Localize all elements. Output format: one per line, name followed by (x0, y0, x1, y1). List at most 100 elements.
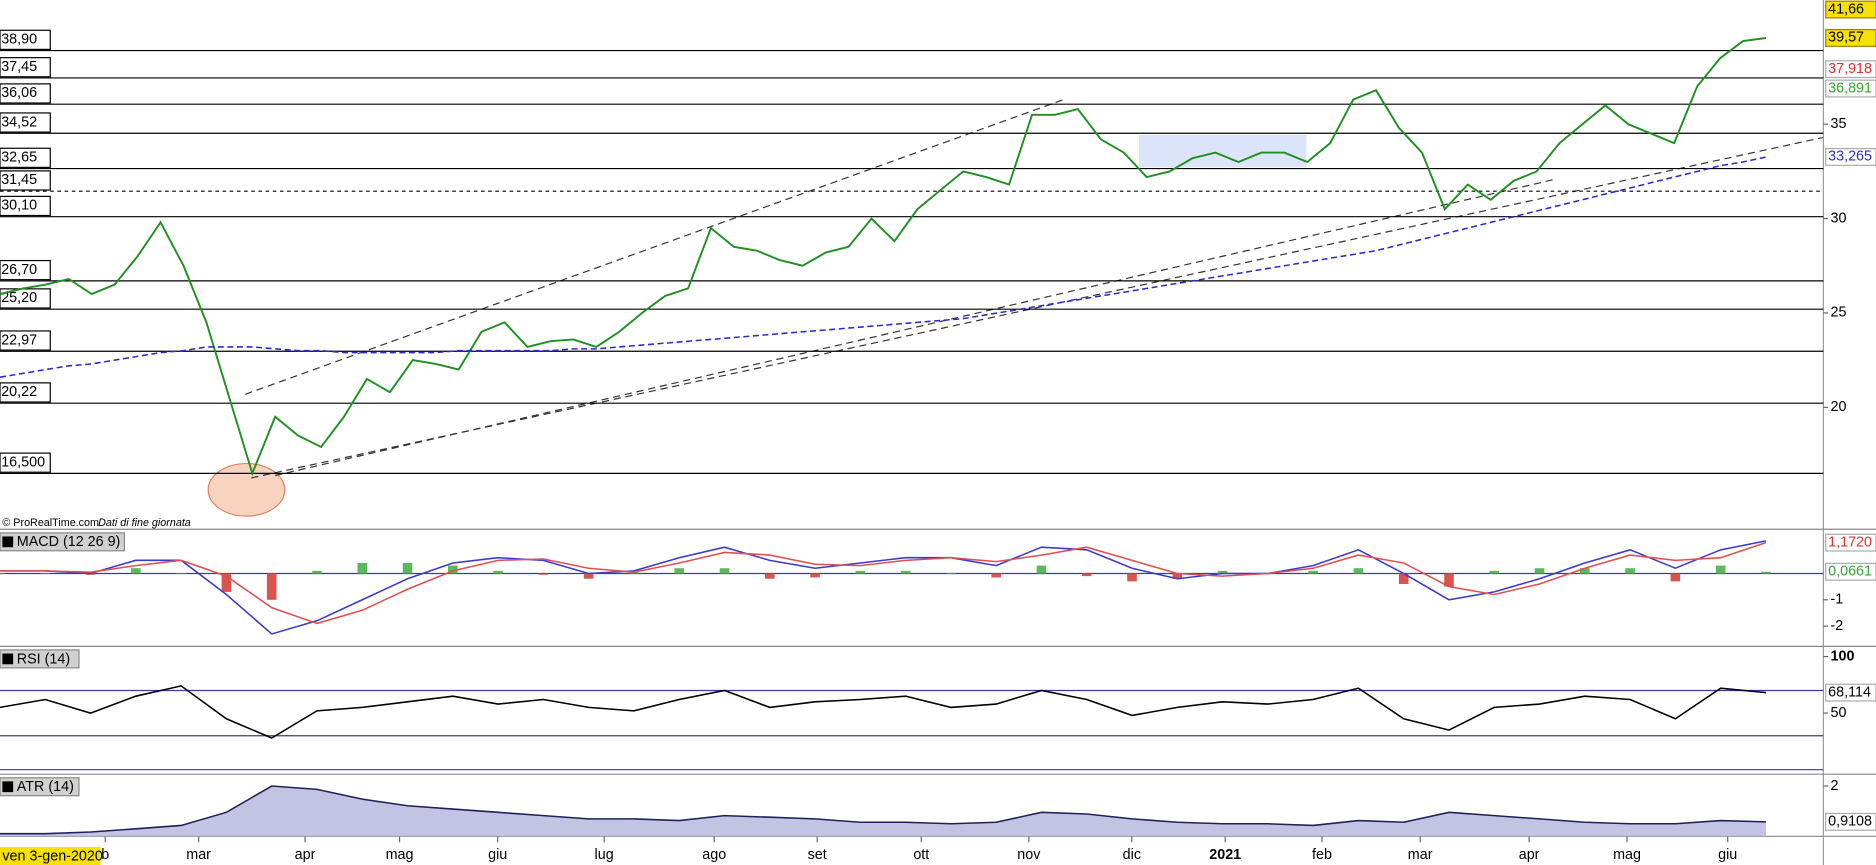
date-label: ven 3-gen-2020 (2, 848, 102, 864)
histogram-bar (402, 562, 413, 574)
histogram-bar (1489, 570, 1500, 574)
level-label: 26,70 (1, 262, 37, 278)
histogram-bar (1172, 573, 1183, 579)
level-label: 22,97 (1, 332, 37, 348)
histogram-bar (448, 565, 458, 574)
histogram-bar (493, 570, 503, 574)
marker-label: 0,0661 (1828, 564, 1872, 580)
x-tick-label: apr (295, 847, 316, 863)
histogram-bar (266, 573, 277, 600)
histogram-bar (1036, 565, 1047, 574)
note: Dati di fine giornata (98, 517, 191, 529)
marker-label: 1,1720 (1828, 534, 1872, 550)
level-label-box (0, 29, 51, 50)
y-tick-label: -1 (1831, 592, 1844, 608)
histogram-bar (1580, 568, 1590, 574)
histogram-bar (1081, 573, 1092, 577)
level-label-box (0, 57, 51, 78)
series-line (0, 541, 1767, 625)
y-tick-label: 20 (1831, 399, 1847, 415)
level-label: 31,45 (1, 172, 37, 188)
panel-title-box (0, 777, 80, 797)
x-tick-label: giu (1718, 847, 1737, 863)
panel-title-icon (2, 781, 14, 793)
x-tick-label: mar (186, 847, 211, 863)
histogram-bar (1444, 573, 1454, 587)
series-line (0, 785, 1766, 835)
x-tick-label: ott (913, 847, 929, 863)
histogram-bar (946, 573, 956, 575)
histogram-bar (810, 573, 820, 578)
marker-box (1825, 28, 1876, 47)
level-label: 25,20 (1, 290, 37, 306)
marker-box (1825, 812, 1876, 831)
marker-box (1825, 562, 1876, 581)
histogram-bar (131, 568, 141, 574)
level-label: 20,22 (1, 384, 37, 400)
series-line (0, 540, 1767, 635)
panel-title-icon (2, 653, 14, 665)
panel-title-box (0, 532, 126, 552)
x-tick-label: nov (1017, 847, 1041, 863)
marker-label: 68,114 (1828, 684, 1871, 700)
x-tick-label: b (101, 847, 109, 863)
histogram-bar (674, 568, 684, 574)
panel-title-box (0, 649, 80, 669)
histogram-bar (1398, 573, 1409, 585)
marker-label: 36,891 (1828, 80, 1872, 96)
histogram-bar (855, 570, 866, 574)
level-label: 34,52 (1, 114, 37, 130)
histogram-bar (991, 573, 1001, 578)
x-tick-label: giu (488, 847, 507, 863)
panel-title: RSI (14) (17, 651, 70, 667)
marker-label: 37,918 (1828, 61, 1872, 77)
marker-label: 39,57 (1828, 30, 1864, 46)
trend-line (245, 98, 1066, 395)
y-tick-label: 25 (1831, 305, 1847, 321)
histogram-bar (40, 573, 51, 575)
marker-label: 0,9108 (1828, 814, 1872, 830)
level-label-box (0, 112, 51, 133)
y-tick-label: 30 (1831, 210, 1847, 226)
trend-line (251, 136, 1824, 479)
area (0, 786, 1766, 837)
histogram-bar (176, 573, 186, 575)
low-highlight (207, 462, 286, 517)
x-tick-label: apr (1519, 847, 1540, 863)
y-tick-label: -2 (1831, 618, 1844, 634)
level-label: 36,06 (1, 85, 37, 101)
level-label-box (0, 382, 51, 403)
series-line (0, 156, 1767, 378)
histogram-bar (1761, 571, 1771, 574)
level-label: 38,90 (1, 32, 37, 48)
histogram-bar (357, 562, 368, 574)
level-label-box (0, 452, 51, 473)
histogram-bar (1715, 565, 1726, 574)
level-label-box (0, 147, 51, 168)
y-tick-label: 35 (1831, 116, 1847, 132)
marker-label: 41,66 (1828, 1, 1864, 17)
histogram-bar (1308, 570, 1318, 574)
histogram-bar (312, 570, 322, 574)
x-tick-label: lug (595, 847, 614, 863)
source: © ProRealTime.com (2, 517, 99, 529)
panel-title-icon (2, 536, 14, 548)
level-label-box (0, 170, 51, 191)
y-tick-label: 2 (1831, 778, 1839, 794)
marker-box (1825, 79, 1876, 98)
x-tick-label: ago (702, 847, 726, 863)
x-tick-label: set (808, 847, 827, 863)
x-tick-label: 2021 (1209, 847, 1241, 863)
x-tick-label: mag (386, 847, 414, 863)
histogram-bar (764, 573, 775, 579)
marker-box (1825, 0, 1876, 19)
histogram-bar (900, 570, 911, 574)
x-tick-label: feb (1312, 847, 1332, 863)
marker-box (1825, 683, 1876, 702)
level-label: 30,10 (1, 198, 37, 214)
series-line (0, 685, 1767, 739)
histogram-bar (583, 573, 594, 579)
marker-box (1825, 147, 1876, 166)
